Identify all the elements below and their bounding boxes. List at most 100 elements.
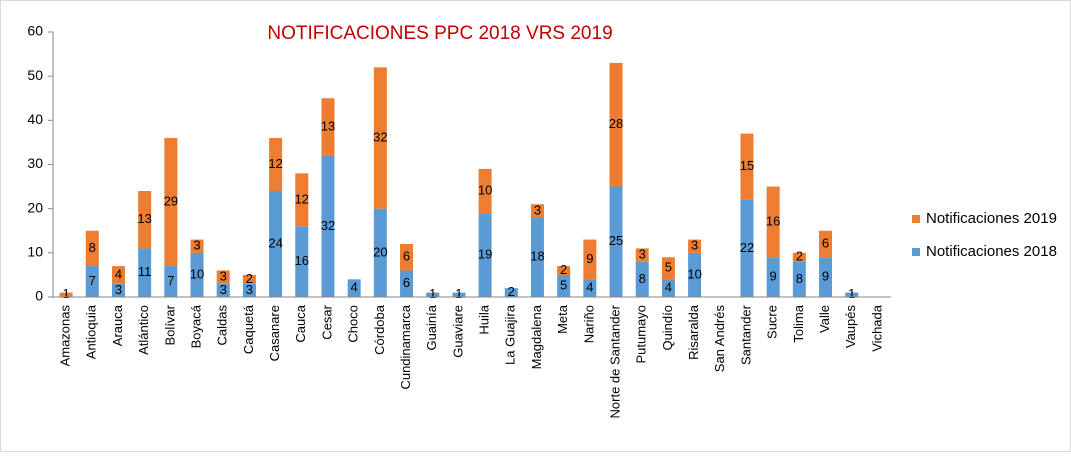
x-tick-label: Bolívar xyxy=(162,304,177,345)
data-label: 8 xyxy=(89,240,96,255)
x-tick-label: Cauca xyxy=(293,304,308,342)
bar-segment xyxy=(557,266,571,275)
bar-segment xyxy=(400,244,414,271)
bar-segment xyxy=(138,191,152,249)
bar-segment xyxy=(452,292,466,297)
bar-segment xyxy=(583,239,597,280)
x-tick-label: Vaupés xyxy=(843,305,858,349)
data-label: 3 xyxy=(246,282,253,297)
bar-segment xyxy=(59,292,73,297)
bar-segment xyxy=(478,168,492,214)
bar-segment xyxy=(85,266,99,297)
data-label: 18 xyxy=(530,249,544,264)
bar-segment xyxy=(819,230,833,258)
bar-segment xyxy=(635,261,649,297)
data-label: 3 xyxy=(220,269,227,284)
data-label: 11 xyxy=(138,264,152,279)
x-tick-label: Tolima xyxy=(791,304,806,342)
data-label: 1 xyxy=(848,286,855,301)
bar-segment xyxy=(557,274,571,297)
x-tick-label: Huila xyxy=(477,304,492,334)
bar-segment xyxy=(373,67,387,209)
data-label: 9 xyxy=(770,269,777,284)
data-label: 4 xyxy=(351,280,358,295)
bar-segment xyxy=(766,186,780,258)
bar-segment xyxy=(688,252,702,297)
y-tick-label: 40 xyxy=(27,111,43,127)
data-label: 7 xyxy=(167,273,174,288)
bar-segment xyxy=(792,261,806,297)
x-tick-label: Córdoba xyxy=(372,304,387,355)
bar-segment xyxy=(164,266,178,297)
data-label: 3 xyxy=(220,282,227,297)
data-label: 5 xyxy=(665,260,672,275)
data-label: 28 xyxy=(609,116,623,131)
y-tick-label: 30 xyxy=(27,155,43,171)
data-label: 19 xyxy=(478,246,492,261)
x-tick-label: Santander xyxy=(738,304,753,365)
bar-segment xyxy=(400,270,414,297)
data-label: 6 xyxy=(403,249,410,264)
data-label: 3 xyxy=(691,238,698,253)
data-label: 13 xyxy=(137,211,151,226)
data-label: 3 xyxy=(639,246,646,261)
data-label: 7 xyxy=(89,273,96,288)
y-tick-label: 20 xyxy=(27,199,43,215)
x-tick-label: La Guajira xyxy=(503,304,518,365)
x-tick-label: Nariño xyxy=(581,305,596,343)
x-tick-label: Caquetá xyxy=(241,304,256,354)
data-label: 16 xyxy=(295,253,309,268)
bar-segment xyxy=(766,257,780,297)
bar-segment xyxy=(740,199,754,297)
bar-segment xyxy=(661,279,675,297)
x-tick-label: Quindío xyxy=(660,305,675,351)
bar-segment xyxy=(845,292,859,297)
bar-segment xyxy=(792,252,806,262)
data-label: 12 xyxy=(295,191,309,206)
bar-segment xyxy=(504,288,518,297)
data-label: 29 xyxy=(164,193,178,208)
x-tick-label: Casanare xyxy=(267,305,282,361)
x-tick-label: Risaralda xyxy=(686,304,701,360)
bar-segment xyxy=(85,230,99,267)
data-label: 6 xyxy=(403,275,410,290)
bar-segment xyxy=(164,138,178,267)
data-label: 2 xyxy=(508,284,515,299)
data-label: 1 xyxy=(455,286,462,301)
y-tick-label: 50 xyxy=(27,67,43,83)
bar-segment xyxy=(819,257,833,297)
chart-title: NOTIFICACIONES PPC 2018 VRS 2019 xyxy=(267,23,612,44)
bar-segment xyxy=(609,186,623,297)
data-label: 2 xyxy=(796,249,803,264)
data-label: 8 xyxy=(796,271,803,286)
data-label: 32 xyxy=(373,129,387,144)
bar-segment xyxy=(216,270,230,284)
x-tick-label: Caldas xyxy=(215,305,230,346)
data-label: 10 xyxy=(687,266,701,281)
bar-segment xyxy=(688,239,702,253)
x-tick-label: Atlántico xyxy=(136,305,151,355)
x-tick-label: Cundinamarca xyxy=(398,304,413,389)
data-label: 3 xyxy=(534,202,541,217)
bar-segment xyxy=(295,226,309,297)
bar-segment xyxy=(583,279,597,297)
data-label: 13 xyxy=(321,118,335,133)
bar-segment xyxy=(321,155,335,297)
data-label: 25 xyxy=(609,233,623,248)
x-tick-label: Boyacá xyxy=(188,304,203,348)
bar-segment xyxy=(347,279,361,297)
x-tick-label: Sucre xyxy=(765,305,780,339)
data-label: 4 xyxy=(586,280,593,295)
data-label: 12 xyxy=(268,156,282,171)
bar-segment xyxy=(111,283,125,297)
bar-segment xyxy=(138,248,152,297)
bar-segment xyxy=(242,274,256,284)
x-tick-label: Vichada xyxy=(869,304,884,352)
data-label: 1 xyxy=(429,286,436,301)
bar-segment xyxy=(635,248,649,262)
bar-segment xyxy=(321,98,335,156)
x-tick-label: Guainía xyxy=(424,304,439,350)
y-tick-label: 60 xyxy=(27,23,43,39)
data-label: 24 xyxy=(268,235,282,250)
bar-segment xyxy=(661,257,675,280)
